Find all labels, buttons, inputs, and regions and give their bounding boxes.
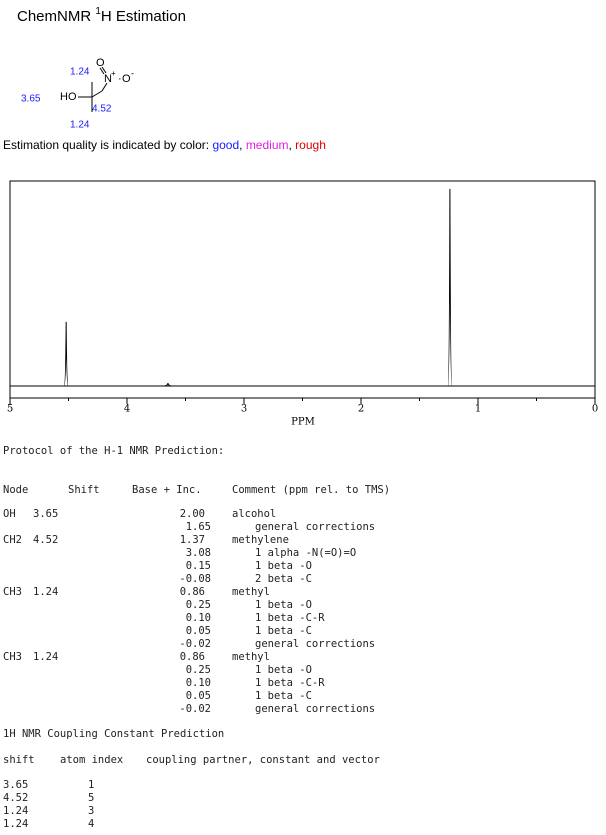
x-tick-label: 2	[358, 404, 364, 415]
atom: O	[122, 73, 131, 85]
peak	[163, 382, 172, 387]
quality-text: Estimation quality is indicated by color…	[3, 138, 212, 152]
x-tick-label: 4	[124, 404, 130, 415]
coupling-title: 1H NMR Coupling Constant Prediction	[3, 728, 224, 740]
increment-comment: general corrections	[255, 703, 375, 715]
shift: 3.65	[33, 508, 58, 520]
bond	[91, 90, 103, 98]
increment-comment: 1 beta -O	[255, 560, 312, 572]
protocol-title: Protocol of the H-1 NMR Prediction:	[3, 445, 224, 457]
x-tick-label: 3	[241, 404, 247, 415]
node: CH3	[3, 651, 22, 663]
quality-rough: rough	[295, 138, 326, 152]
increment: 3.08	[186, 547, 211, 559]
atom-index: 1	[88, 779, 94, 791]
separator: ,	[289, 138, 296, 152]
atom-index: 5	[88, 792, 94, 804]
peak	[447, 188, 453, 387]
base: 1.37	[180, 534, 205, 546]
increment-comment: 1 beta -O	[255, 664, 312, 676]
increment-comment: 1 beta -C-R	[255, 677, 325, 689]
increment: -0.08	[179, 573, 211, 585]
comment: methylene	[232, 534, 289, 546]
title-prefix: ChemNMR	[17, 8, 95, 25]
protocol: Protocol of the H-1 NMR Prediction:	[3, 445, 224, 457]
quality-good: good	[212, 138, 239, 152]
charge: +	[111, 69, 116, 78]
increment: 0.25	[186, 664, 211, 676]
shift: 1.24	[3, 818, 28, 830]
increment-comment: 1 alpha -N(=O)=O	[255, 547, 356, 559]
atom: HO	[60, 91, 77, 103]
column-header: atom index	[60, 754, 123, 766]
title-sup: 1	[95, 6, 101, 17]
column-header: shift	[3, 754, 35, 766]
peak	[63, 321, 69, 387]
column-header: Node	[3, 484, 28, 496]
base: 2.00	[180, 508, 205, 520]
x-tick-label: 1	[475, 404, 481, 415]
shift: 4.52	[33, 534, 58, 546]
increment-comment: 1 beta -C	[255, 625, 312, 637]
spectrum-frame	[9, 180, 596, 399]
increment-comment: 2 beta -C	[255, 573, 312, 585]
atom: N	[104, 73, 112, 85]
title: ChemNMR 1H Estimation	[17, 6, 186, 25]
column-header: Base + Inc.	[132, 484, 202, 496]
x-tick-label: 5	[7, 404, 13, 415]
node: CH3	[3, 586, 22, 598]
x-tick-label: 0	[592, 404, 598, 415]
molecule-labels: HO N + O O - · 3.65 1.24 1.24 4.52	[21, 57, 134, 131]
molecule	[78, 66, 108, 112]
increment-comment: general corrections	[255, 638, 375, 650]
charge: -	[131, 68, 134, 78]
shift-label: 1.24	[70, 120, 90, 131]
increment: 0.15	[186, 560, 211, 572]
base: 0.86	[180, 651, 205, 663]
column-header: Shift	[68, 484, 100, 496]
atom: O	[96, 57, 105, 69]
separator: ,	[239, 138, 246, 152]
increment-comment: 1 beta -O	[255, 599, 312, 611]
title-suffix: H Estimation	[101, 8, 186, 25]
increment-comment: general corrections	[255, 521, 375, 533]
shift: 1.24	[33, 651, 58, 663]
shift: 3.65	[3, 779, 28, 791]
comment: methyl	[232, 651, 270, 663]
column-header: coupling partner, constant and vector	[146, 754, 380, 766]
radical: ·	[118, 73, 122, 85]
atom-index: 4	[88, 818, 94, 830]
bond	[99, 67, 105, 75]
increment-comment: 1 beta -C	[255, 690, 312, 702]
shift: 1.24	[33, 586, 58, 598]
node: CH2	[3, 534, 22, 546]
increment: 1.65	[186, 521, 211, 533]
quality-legend: Estimation quality is indicated by color…	[3, 138, 326, 152]
quality-medium: medium	[246, 138, 289, 152]
increment: 0.05	[186, 690, 211, 702]
increment: 0.10	[186, 612, 211, 624]
shift-label: 4.52	[92, 104, 112, 115]
node: OH	[3, 508, 16, 520]
increment: 0.10	[186, 677, 211, 689]
increment: 0.25	[186, 599, 211, 611]
comment: methyl	[232, 586, 270, 598]
atom-index: 3	[88, 805, 94, 817]
x-axis-label: PPM	[291, 417, 315, 428]
increment: -0.02	[179, 703, 211, 715]
column-header: Comment (ppm rel. to TMS)	[232, 484, 390, 496]
shift: 4.52	[3, 792, 28, 804]
increment: 0.05	[186, 625, 211, 637]
shift: 1.24	[3, 805, 28, 817]
increment: -0.02	[179, 638, 211, 650]
bond	[101, 82, 108, 92]
comment: alcohol	[232, 508, 276, 520]
shift-label: 3.65	[21, 94, 41, 105]
shift-label: 1.24	[70, 67, 90, 78]
increment-comment: 1 beta -C-R	[255, 612, 325, 624]
bond	[101, 66, 107, 74]
base: 0.86	[180, 586, 205, 598]
